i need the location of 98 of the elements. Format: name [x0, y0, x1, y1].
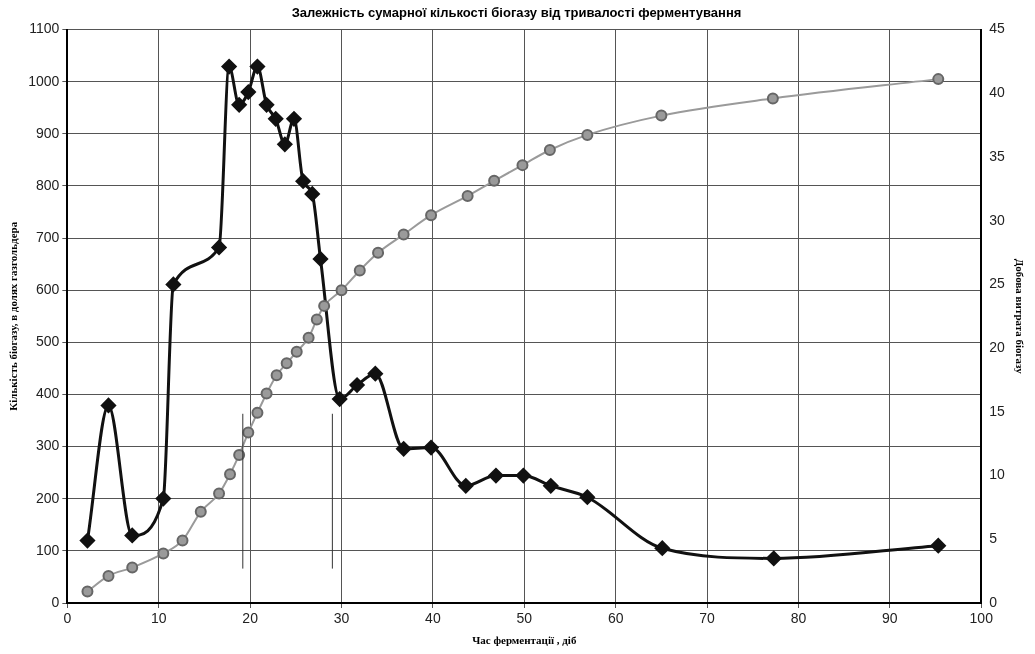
x-tick-label: 10: [150, 610, 167, 627]
y2-tick-label: 5: [989, 530, 998, 547]
point: [318, 299, 331, 312]
point: [165, 276, 181, 292]
point: [654, 540, 670, 556]
y2-tick-label: 45: [989, 20, 1006, 37]
y-tick-label: 900: [35, 124, 60, 141]
chart-title: Залежність сумарної кількості біогазу від тривалості ферментування: [291, 5, 742, 21]
y-tick-label: 800: [35, 176, 60, 193]
point: [655, 109, 668, 122]
point: [932, 73, 945, 86]
point: [310, 313, 323, 326]
point: [270, 369, 283, 382]
point: [79, 533, 95, 549]
point: [295, 173, 311, 189]
point: [213, 487, 226, 500]
x-tick-label: 50: [516, 610, 533, 627]
y2-tick-label: 10: [989, 466, 1006, 483]
y2-tick-label: 35: [989, 147, 1006, 164]
y-tick-label: 200: [35, 489, 60, 506]
point: [766, 550, 782, 566]
point: [224, 468, 237, 481]
point: [488, 174, 501, 187]
x-tick-label: 90: [882, 610, 898, 627]
point: [766, 92, 779, 105]
y-tick-label: 100: [35, 541, 60, 558]
y-tick-label: 300: [35, 437, 60, 454]
y-tick-label: 1000: [28, 72, 60, 89]
x-tick-label: 0: [63, 610, 72, 627]
point: [249, 59, 265, 75]
x-tick-label: 70: [699, 610, 716, 627]
point: [251, 406, 264, 419]
point: [930, 538, 946, 554]
y2-tick-label: 30: [989, 211, 1006, 228]
point: [396, 441, 412, 457]
point: [543, 478, 559, 494]
point: [461, 189, 474, 202]
point: [304, 186, 320, 202]
y-tick-label: 600: [35, 281, 60, 298]
point: [280, 357, 293, 370]
point: [260, 387, 273, 400]
point: [126, 561, 139, 574]
point: [425, 209, 438, 222]
point: [302, 331, 315, 344]
point: [124, 527, 140, 543]
point: [349, 377, 365, 393]
point: [240, 84, 256, 100]
point: [423, 440, 439, 456]
x-tick-label: 30: [333, 610, 350, 627]
point: [515, 468, 531, 484]
point: [335, 284, 348, 297]
point: [579, 489, 595, 505]
point: [286, 111, 302, 127]
y2-tick-label: 40: [989, 84, 1006, 101]
point: [581, 128, 594, 141]
point: [312, 251, 328, 267]
y2-tick-label: 20: [989, 339, 1006, 356]
point: [194, 505, 207, 518]
point: [176, 534, 189, 547]
point: [353, 264, 366, 277]
point: [516, 159, 529, 172]
point: [242, 426, 255, 439]
x-tick-label: 20: [242, 610, 259, 627]
point: [277, 136, 293, 152]
y-tick-label: 500: [35, 333, 60, 350]
y2-tick-label: 25: [989, 275, 1006, 292]
x-tick-label: 40: [425, 610, 441, 627]
point: [81, 585, 94, 598]
y-tick-label: 400: [35, 385, 60, 402]
point: [157, 547, 170, 560]
point: [367, 366, 383, 382]
point: [211, 239, 227, 255]
point: [268, 111, 284, 127]
point: [372, 246, 385, 259]
y-tick-label: 1100: [29, 20, 60, 37]
point: [332, 391, 348, 407]
y-tick-label: 700: [35, 228, 60, 245]
point: [290, 345, 303, 358]
y-axis-title: Кількість біогазу, в долях газгольдера: [7, 221, 20, 411]
x-axis-title: Час ферментації , діб: [472, 634, 577, 647]
x-tick-label: 100: [969, 610, 994, 627]
point: [221, 59, 237, 75]
y2-tick-label: 15: [989, 402, 1006, 419]
point: [231, 97, 247, 113]
point: [458, 478, 474, 494]
x-tick-label: 80: [790, 610, 807, 627]
point: [155, 491, 171, 507]
point: [102, 569, 115, 582]
y2-axis-title: Добова витрата біогазу: [1013, 258, 1026, 375]
point: [397, 228, 410, 241]
point: [543, 144, 556, 157]
point: [233, 448, 246, 461]
point: [259, 97, 275, 113]
point: [100, 398, 116, 413]
x-tick-label: 60: [607, 610, 624, 627]
y2-tick-label: 0: [989, 593, 998, 610]
point: [488, 468, 504, 484]
y-tick-label: 0: [51, 593, 60, 610]
